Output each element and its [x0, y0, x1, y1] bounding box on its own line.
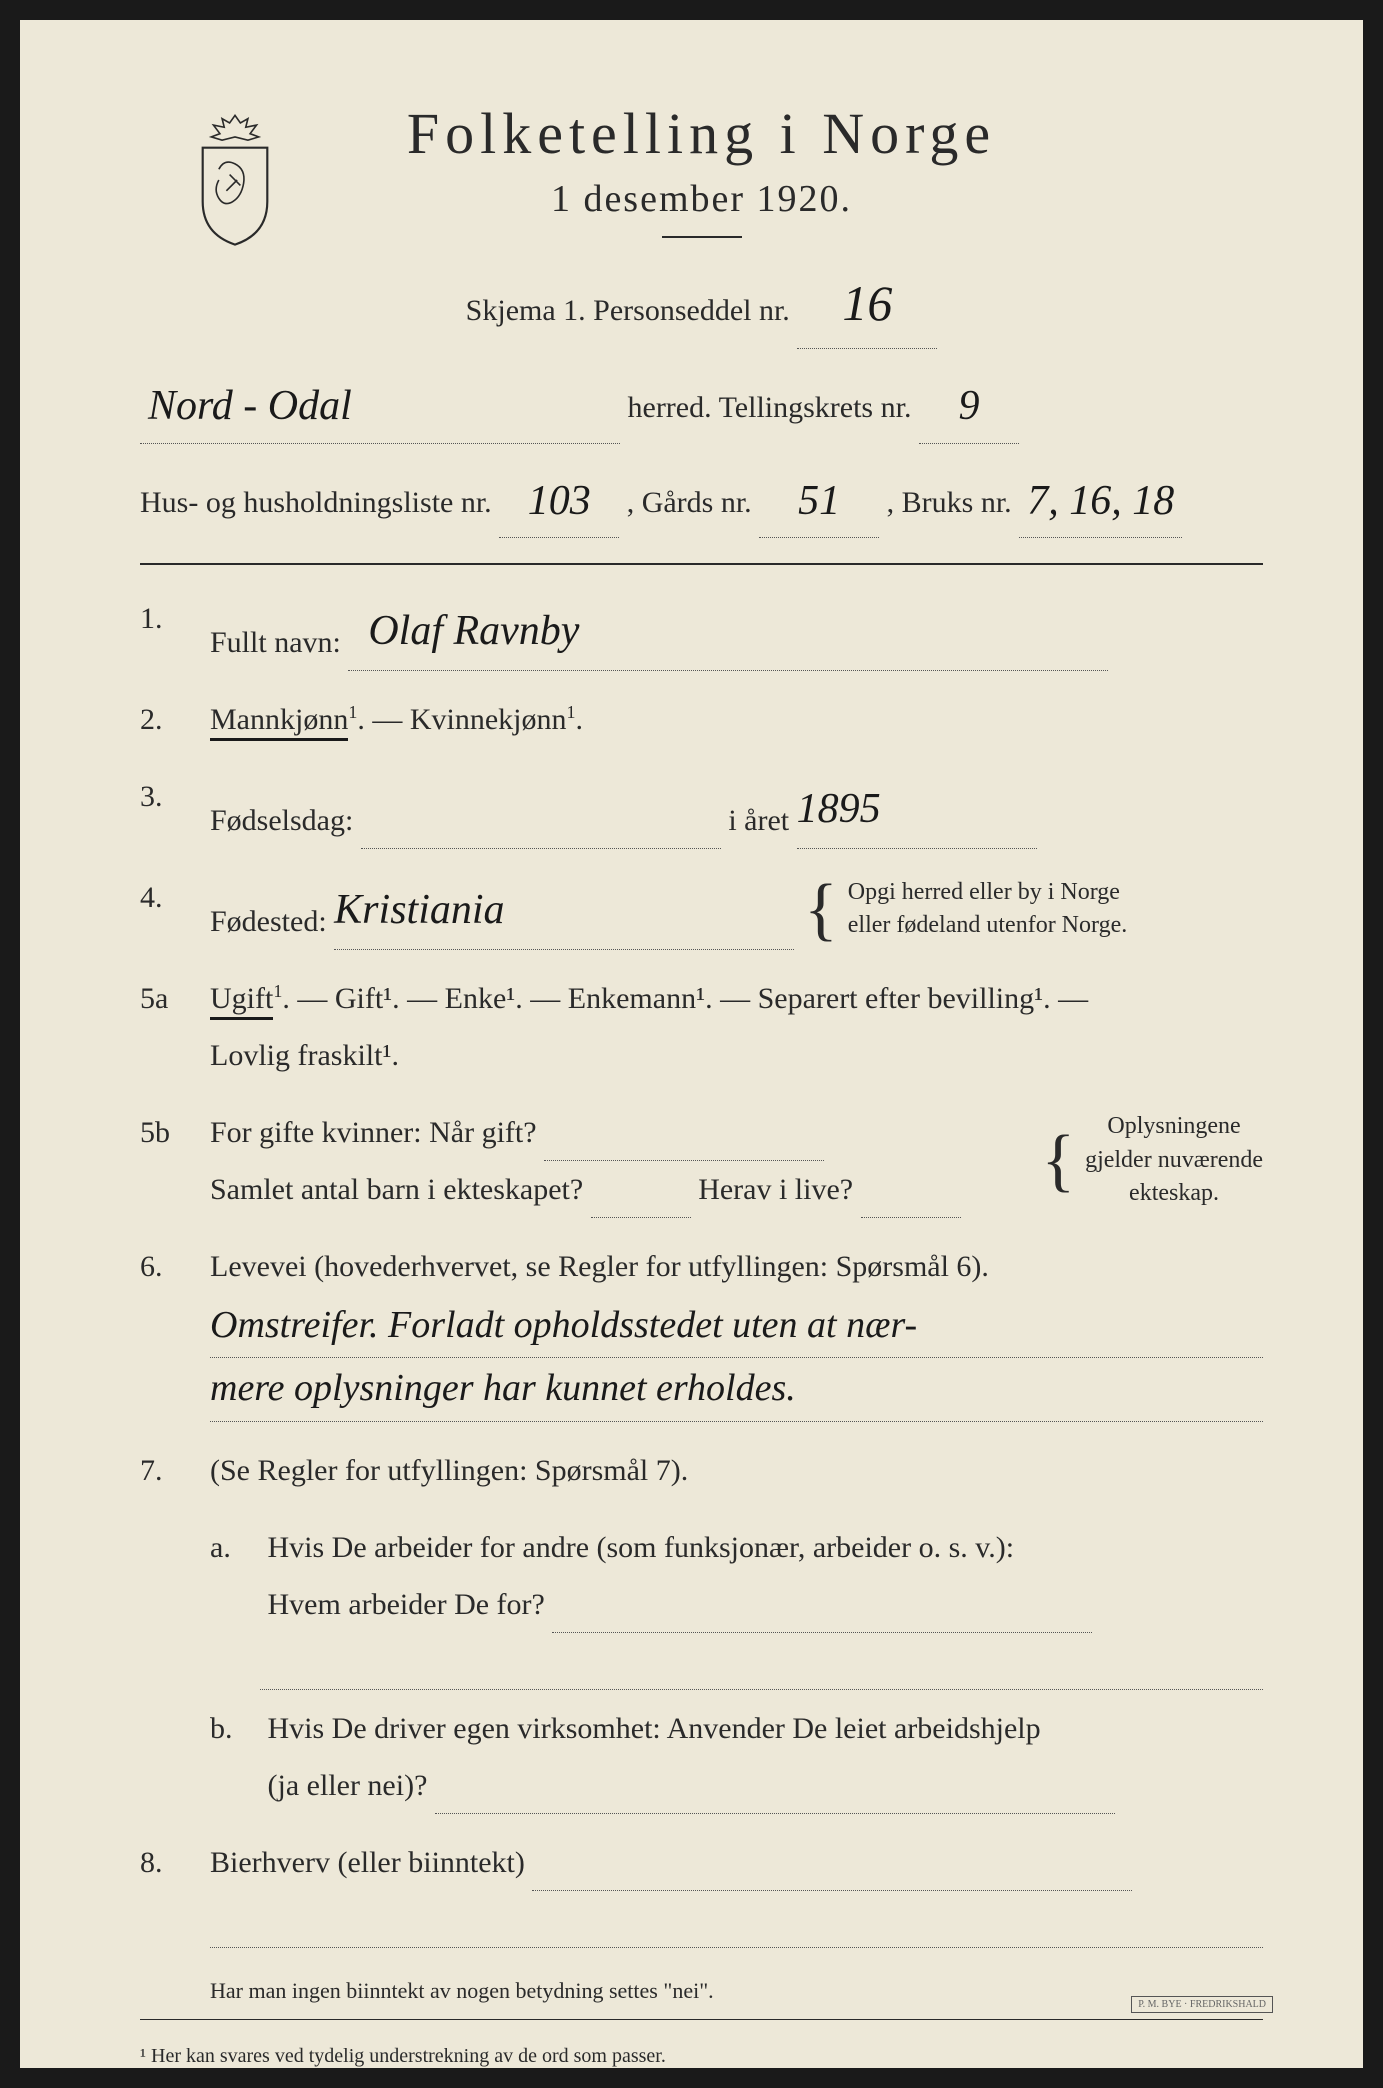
- footnote-nei: Har man ingen biinntekt av nogen betydni…: [210, 1978, 1263, 2004]
- field-8: 8. Bierhverv (eller biinntekt): [140, 1834, 1263, 1948]
- skjema-line: Skjema 1. Personseddel nr. 16: [140, 258, 1263, 349]
- ekteskap-note-3: ekteskap.: [1085, 1177, 1263, 1211]
- f7b-line2: (ja eller nei)?: [268, 1769, 428, 1802]
- tellingskrets-nr: 9: [958, 383, 979, 429]
- herred-label: herred. Tellingskrets nr.: [628, 391, 912, 424]
- field-number: 1.: [140, 590, 210, 671]
- hus-label: Hus- og husholdningsliste nr.: [140, 486, 492, 519]
- divider: [662, 236, 742, 238]
- field-number: 6.: [140, 1238, 210, 1423]
- form-header: Folketelling i Norge 1 desember 1920.: [140, 100, 1263, 238]
- brace-icon: {: [804, 885, 838, 934]
- levevei-label: Levevei (hovederhvervet, se Regler for u…: [210, 1238, 1263, 1295]
- bierhverv-label: Bierhverv (eller biinntekt): [210, 1846, 525, 1879]
- fullt-navn-value: Olaf Ravnby: [348, 608, 579, 654]
- birth-year: 1895: [797, 786, 881, 832]
- i-aret-label: i året: [728, 804, 789, 837]
- birthplace-note-2: eller fødeland utenfor Norge.: [848, 909, 1127, 943]
- brace-icon: {: [1041, 1136, 1075, 1185]
- nar-gift-label: For gifte kvinner: Når gift?: [210, 1116, 537, 1149]
- f7b-line1: Hvis De driver egen virksomhet: Anvender…: [268, 1712, 1041, 1745]
- field-2: 2. Mannkjønn1. — Kvinnekjønn1.: [140, 691, 1263, 748]
- gards-nr: 51: [798, 478, 840, 524]
- field-5b: 5b For gifte kvinner: Når gift? Samlet a…: [140, 1104, 1263, 1218]
- field-4: 4. Fødested: Kristiania { Opgi herred el…: [140, 869, 1263, 950]
- herav-label: Herav i live?: [698, 1173, 853, 1206]
- marital-options: . — Gift¹. — Enke¹. — Enkemann¹. — Separ…: [282, 982, 1088, 1015]
- barn-label: Samlet antal barn i ekteskapet?: [210, 1173, 583, 1206]
- field-number: 4.: [140, 869, 210, 950]
- printer-mark: P. M. BYE · FREDRIKSHALD: [1131, 1996, 1273, 2013]
- field-5a: 5a Ugift1. — Gift¹. — Enke¹. — Enkemann¹…: [140, 970, 1263, 1084]
- footnote-understrekning: ¹ Her kan svares ved tydelig understrekn…: [140, 2045, 1263, 2068]
- field-3: 3. Fødselsdag: i året 1895: [140, 768, 1263, 849]
- field-number: 8.: [140, 1834, 210, 1948]
- field-7a: a. Hvis De arbeider for andre (som funks…: [210, 1519, 1263, 1690]
- field-number: 3.: [140, 768, 210, 849]
- field-7b: b. Hvis De driver egen virksomhet: Anven…: [210, 1700, 1263, 1814]
- divider: [140, 563, 1263, 565]
- field-number: 5a: [140, 970, 210, 1084]
- form-title: Folketelling i Norge: [140, 100, 1263, 167]
- form-date: 1 desember 1920.: [140, 177, 1263, 221]
- mannkjonn-selected: Mannkjønn: [210, 703, 348, 741]
- bruks-label: , Bruks nr.: [887, 486, 1012, 519]
- herred-name: Nord - Odal: [148, 383, 352, 429]
- kvinnekjonn-label: . — Kvinnekjønn: [357, 703, 566, 736]
- field-1: 1. Fullt navn: Olaf Ravnby: [140, 590, 1263, 671]
- skjema-label: Skjema 1. Personseddel nr.: [466, 294, 790, 327]
- levevei-value-2: mere oplysninger har kunnet erholdes.: [210, 1358, 1263, 1422]
- f7a-line2: Hvem arbeider De for?: [268, 1588, 545, 1621]
- gards-label: , Gårds nr.: [627, 486, 752, 519]
- ugift-selected: Ugift: [210, 982, 273, 1020]
- fullt-navn-label: Fullt navn:: [210, 626, 341, 659]
- hus-line: Hus- og husholdningsliste nr. 103 , Gård…: [140, 462, 1263, 539]
- personseddel-nr: 16: [842, 275, 892, 331]
- coat-of-arms-icon: [180, 110, 290, 250]
- fodested-label: Fødested:: [210, 905, 327, 938]
- field-number: 2.: [140, 691, 210, 748]
- field-7: 7. (Se Regler for utfyllingen: Spørsmål …: [140, 1442, 1263, 1499]
- field-7-label: (Se Regler for utfyllingen: Spørsmål 7).: [210, 1442, 1263, 1499]
- levevei-value-1: Omstreifer. Forladt opholdsstedet uten a…: [210, 1295, 1263, 1359]
- ekteskap-note-2: gjelder nuværende: [1085, 1144, 1263, 1178]
- ekteskap-note-1: Oplysningene: [1085, 1110, 1263, 1144]
- fodested-value: Kristiania: [334, 887, 504, 933]
- bruks-nr: 7, 16, 18: [1027, 478, 1174, 524]
- herred-line: Nord - Odal herred. Tellingskrets nr. 9: [140, 367, 1263, 444]
- divider: [140, 2019, 1263, 2020]
- field-number: 7.: [140, 1442, 210, 1499]
- field-number: 5b: [140, 1104, 210, 1218]
- marital-line2: Lovlig fraskilt¹.: [210, 1027, 1263, 1084]
- birthplace-note-1: Opgi herred eller by i Norge: [848, 876, 1127, 910]
- hus-nr: 103: [528, 478, 591, 524]
- field-6: 6. Levevei (hovederhvervet, se Regler fo…: [140, 1238, 1263, 1423]
- fodselsdag-label: Fødselsdag:: [210, 804, 353, 837]
- f7a-line1: Hvis De arbeider for andre (som funksjon…: [268, 1531, 1015, 1564]
- census-form-page: Folketelling i Norge 1 desember 1920. Sk…: [20, 20, 1363, 2068]
